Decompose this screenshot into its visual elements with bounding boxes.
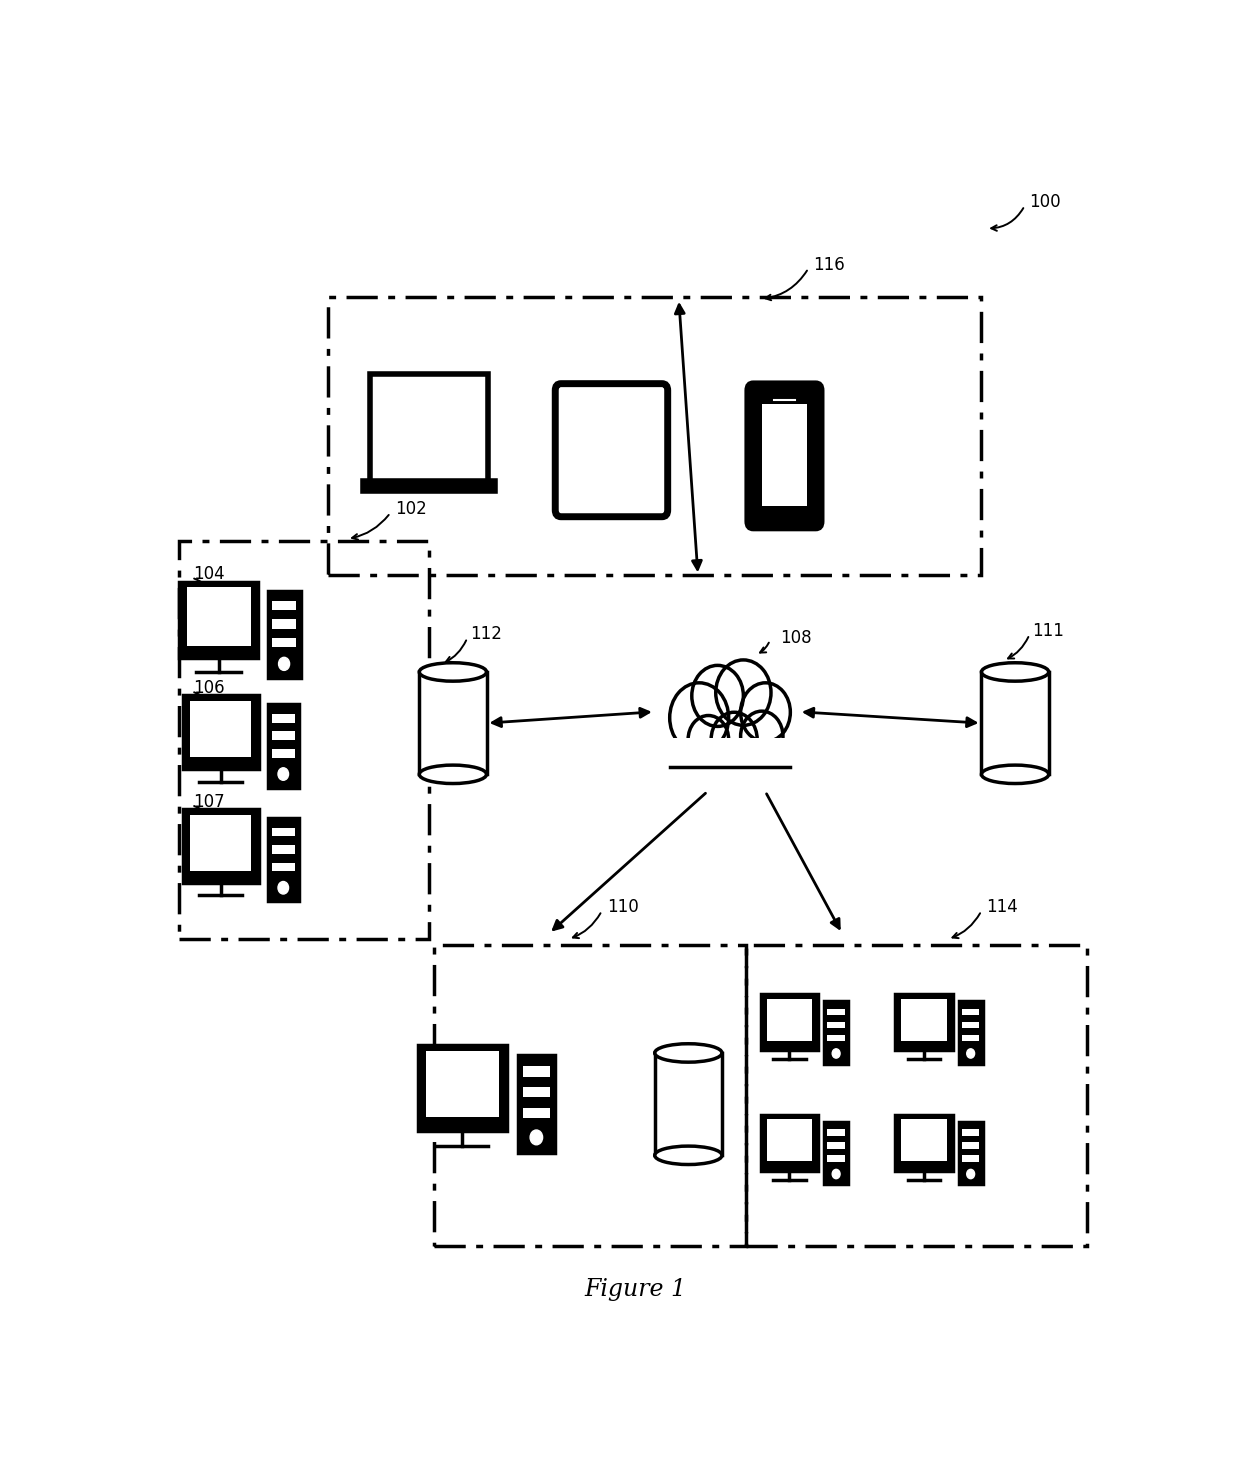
Ellipse shape	[419, 765, 486, 783]
Bar	[901, 1120, 947, 1161]
FancyBboxPatch shape	[268, 705, 299, 787]
Bar	[962, 1142, 980, 1149]
FancyBboxPatch shape	[746, 383, 822, 529]
Bar	[827, 1009, 844, 1015]
Circle shape	[688, 715, 729, 764]
Text: 111: 111	[1033, 622, 1064, 640]
Circle shape	[531, 1130, 543, 1145]
Bar	[272, 749, 295, 758]
Bar	[427, 1052, 498, 1118]
Text: 102: 102	[396, 501, 427, 518]
FancyBboxPatch shape	[268, 818, 299, 901]
Bar	[962, 1022, 980, 1028]
Text: 114: 114	[986, 898, 1018, 916]
Circle shape	[967, 1049, 975, 1058]
Bar	[272, 845, 295, 854]
Bar	[827, 1022, 844, 1028]
Circle shape	[715, 660, 771, 725]
Bar	[761, 403, 807, 505]
Circle shape	[967, 1170, 975, 1179]
FancyBboxPatch shape	[182, 696, 259, 770]
Bar	[186, 588, 250, 647]
FancyBboxPatch shape	[761, 1115, 818, 1171]
Bar	[272, 619, 296, 629]
Text: 106: 106	[193, 679, 226, 697]
Ellipse shape	[419, 663, 486, 681]
Text: 108: 108	[780, 629, 811, 647]
Bar	[962, 1130, 980, 1136]
Ellipse shape	[982, 765, 1049, 783]
Bar	[746, 945, 1087, 1247]
Text: 112: 112	[470, 625, 502, 644]
Text: 104: 104	[193, 566, 226, 583]
Bar	[655, 1053, 722, 1155]
Ellipse shape	[655, 1044, 722, 1062]
Circle shape	[278, 882, 289, 894]
Bar	[272, 638, 296, 647]
Circle shape	[278, 768, 289, 780]
Bar	[272, 601, 296, 610]
FancyBboxPatch shape	[761, 994, 818, 1050]
Bar	[190, 815, 252, 871]
Bar	[362, 482, 495, 492]
FancyBboxPatch shape	[268, 591, 300, 678]
Bar	[272, 713, 295, 722]
Circle shape	[740, 682, 790, 741]
Bar	[827, 1035, 844, 1041]
Circle shape	[711, 712, 758, 767]
Text: 116: 116	[813, 256, 844, 273]
FancyBboxPatch shape	[825, 1121, 848, 1185]
Bar	[901, 998, 947, 1041]
Bar	[827, 1155, 844, 1162]
Bar	[522, 1087, 551, 1097]
FancyBboxPatch shape	[370, 374, 489, 486]
Circle shape	[692, 665, 743, 727]
Bar	[982, 672, 1049, 774]
Bar	[419, 672, 486, 774]
Bar	[434, 945, 746, 1247]
Bar	[962, 1155, 980, 1162]
FancyBboxPatch shape	[895, 1115, 952, 1171]
Bar	[766, 998, 812, 1041]
FancyBboxPatch shape	[825, 1001, 848, 1063]
Text: Figure 1: Figure 1	[584, 1278, 687, 1301]
Bar	[962, 1035, 980, 1041]
Bar	[766, 1120, 812, 1161]
Text: 107: 107	[193, 793, 226, 811]
Bar	[272, 863, 295, 871]
Circle shape	[279, 657, 290, 671]
Bar	[179, 541, 429, 939]
FancyBboxPatch shape	[418, 1044, 507, 1131]
Circle shape	[832, 1049, 839, 1058]
Bar	[827, 1130, 844, 1136]
Bar	[570, 408, 652, 493]
Circle shape	[832, 1170, 839, 1179]
Circle shape	[670, 682, 729, 753]
Bar	[272, 827, 295, 836]
Text: 112: 112	[439, 710, 466, 725]
Bar	[272, 731, 295, 740]
FancyBboxPatch shape	[179, 582, 258, 659]
Bar	[827, 1142, 844, 1149]
Circle shape	[740, 710, 782, 761]
Text: 110: 110	[606, 898, 639, 916]
FancyBboxPatch shape	[959, 1001, 982, 1063]
Ellipse shape	[655, 1146, 722, 1164]
FancyBboxPatch shape	[182, 809, 259, 883]
FancyBboxPatch shape	[518, 1055, 554, 1154]
Bar	[190, 702, 252, 758]
Ellipse shape	[982, 663, 1049, 681]
Bar	[670, 738, 790, 767]
Bar	[522, 1108, 551, 1118]
FancyBboxPatch shape	[959, 1121, 982, 1185]
FancyBboxPatch shape	[556, 384, 667, 517]
Bar	[962, 1009, 980, 1015]
Bar	[327, 297, 982, 576]
Bar	[522, 1066, 551, 1077]
Text: 100: 100	[1029, 193, 1061, 211]
FancyBboxPatch shape	[895, 994, 952, 1050]
